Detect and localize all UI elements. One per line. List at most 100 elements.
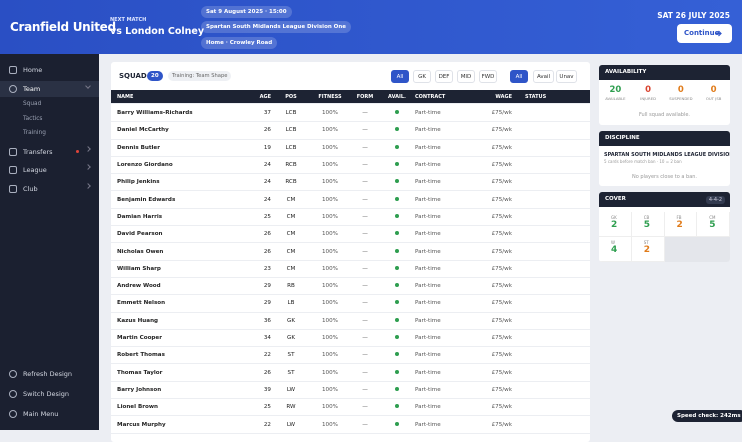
sub-nav-item[interactable]: Training (23, 130, 46, 136)
position-filter[interactable]: MID (457, 70, 475, 83)
fitness: 100% (322, 317, 338, 324)
player-name: William Sharp (117, 265, 161, 272)
availability-dot (381, 248, 413, 255)
footer-item[interactable]: Main Menu (0, 406, 99, 422)
contract: Part-time (415, 196, 441, 203)
player-row[interactable]: Andrew Wood 29 RB 100% — Part-time £75/wk (111, 278, 590, 296)
position-filter[interactable]: GK (413, 70, 431, 83)
wage: £75/wk (491, 352, 512, 359)
sub-nav-item[interactable]: Squad (23, 101, 42, 107)
footer-item[interactable]: Switch Design (0, 386, 99, 402)
nav-item[interactable]: Team (0, 81, 99, 97)
form: — (362, 110, 368, 117)
age: 25 (263, 213, 271, 220)
position-filter[interactable]: FWD (479, 70, 497, 83)
player-row[interactable]: Nicholas Owen 26 CM 100% — Part-time £75/wk (111, 243, 590, 261)
nav-item[interactable]: Home (0, 62, 99, 78)
age: 24 (263, 196, 271, 203)
position-filter[interactable]: All (391, 70, 409, 83)
wage: £75/wk (491, 421, 512, 428)
player-name: David Pearson (117, 231, 163, 238)
player-row[interactable]: Emmett Nelson 29 LB 100% — Part-time £75/wk (111, 295, 590, 313)
age: 26 (263, 369, 271, 376)
cover-slot: FB 2 (664, 212, 698, 237)
player-name: Lorenzo Giordano (117, 162, 173, 169)
player-row[interactable]: David Pearson 26 CM 100% — Part-time £75/wk (111, 226, 590, 244)
player-row[interactable]: Marcus Murphy 22 LW 100% — Part-time £75/wk (111, 416, 590, 434)
footer-item[interactable]: Refresh Design (0, 366, 99, 382)
cover-position: GK (611, 215, 617, 220)
contract: Part-time (415, 404, 441, 411)
column-header: POS (285, 93, 297, 100)
player-row[interactable]: Lionel Brown 25 RW 100% — Part-time £75/wk (111, 399, 590, 417)
form: — (362, 144, 368, 151)
speed-check: Speed check: 242ms (672, 410, 742, 422)
form: — (362, 283, 368, 290)
player-row[interactable]: William Sharp 23 CM 100% — Part-time £75/wk (111, 261, 590, 278)
player-row[interactable]: Lorenzo Giordano 24 RCB 100% — Part-time £75/w… (111, 157, 590, 175)
stat-value: 0 (710, 85, 717, 95)
player-row[interactable]: Thomas Taylor 26 ST 100% — Part-time £75/wk (111, 365, 590, 382)
cover-count: 2 (643, 245, 651, 255)
position: LCB (285, 110, 297, 117)
nav-item[interactable]: Club (0, 181, 99, 197)
fitness: 100% (322, 162, 338, 169)
stat-label: OUT JSB (705, 96, 722, 101)
player-row[interactable]: Philip Jenkins 24 RCB 100% — Part-time £75/wk (111, 174, 590, 192)
age: 26 (263, 231, 271, 238)
position: CM (286, 265, 296, 272)
position-filter[interactable]: DEF (435, 70, 453, 83)
wage: £75/wk (491, 283, 512, 290)
availability-filter[interactable]: All (510, 70, 528, 83)
dot (395, 248, 399, 253)
player-row[interactable]: Robert Thomas 22 ST 100% — Part-time £75/wk (111, 347, 590, 365)
player-name: Kazus Huang (117, 317, 159, 324)
player-row[interactable]: Barry Johnson 39 LW 100% — Part-time £75/wk (111, 382, 590, 400)
player-row[interactable]: Barry Williams-Richards 37 LCB 100% — Part-ti… (111, 105, 590, 123)
sub-nav-item[interactable]: Tactics (23, 115, 43, 122)
availability-filter[interactable]: Avail (533, 70, 554, 83)
continue-label: Continue (684, 29, 720, 37)
player-row[interactable]: Damian Harris 25 CM 100% — Part-time £75/wk (111, 209, 590, 227)
player-row[interactable]: Benjamin Edwards 24 CM 100% — Part-time £75/wk (111, 192, 590, 209)
opponent: vs London Colney (110, 26, 205, 37)
availability-dot (381, 335, 413, 341)
cover-slot: ST 2 (631, 237, 665, 262)
form: — (362, 352, 368, 359)
stat-label: INJURED (640, 96, 657, 101)
fitness: 100% (322, 110, 338, 117)
availability-filter[interactable]: Unav (556, 70, 577, 83)
column-header: AGE (259, 93, 271, 100)
player-row[interactable]: Dennis Butler 19 LCB 100% — Part-time £75/wk (111, 140, 590, 157)
wage: £75/wk (491, 369, 512, 376)
fitness: 100% (322, 127, 338, 134)
arrow-icon (715, 30, 722, 37)
stat-value: 0 (677, 85, 684, 95)
continue-button[interactable]: Continue (677, 24, 732, 43)
availability-panel: AVAILABILITY 20 AVAILABLE 0 INJURED 0 SUSPENDE… (599, 65, 730, 125)
position: LCB (285, 144, 297, 151)
age: 39 (263, 386, 271, 393)
availability-dot (381, 231, 413, 237)
availability-dot (381, 317, 413, 324)
squad-count: 20 (147, 71, 163, 81)
current-date: SAT 26 JULY 2025 (657, 11, 730, 20)
cover-count: 4 (611, 245, 618, 255)
cover-count: 2 (676, 220, 683, 230)
match-pill: Home · Crowley Road (201, 37, 278, 49)
player-row[interactable]: Martin Cooper 34 GK 100% — Part-time £75/wk (111, 330, 590, 348)
form: — (362, 248, 368, 255)
player-row[interactable]: Daniel McCarthy 26 LCB 100% — Part-time £75/wk (111, 122, 590, 140)
contract: Part-time (415, 110, 441, 117)
chevron (85, 146, 91, 152)
cover-position: CM (709, 215, 716, 220)
age: 29 (263, 300, 271, 307)
nav-item[interactable]: Transfers (0, 144, 99, 160)
next-match-label: NEXT MATCH (110, 17, 147, 23)
wage: £75/wk (491, 127, 512, 134)
column-header: AVAIL. (388, 93, 406, 100)
dot (395, 369, 399, 374)
player-row[interactable]: Kazus Huang 36 GK 100% — Part-time £75/wk (111, 313, 590, 330)
position: CM (286, 213, 296, 220)
nav-item[interactable]: League (0, 162, 99, 178)
